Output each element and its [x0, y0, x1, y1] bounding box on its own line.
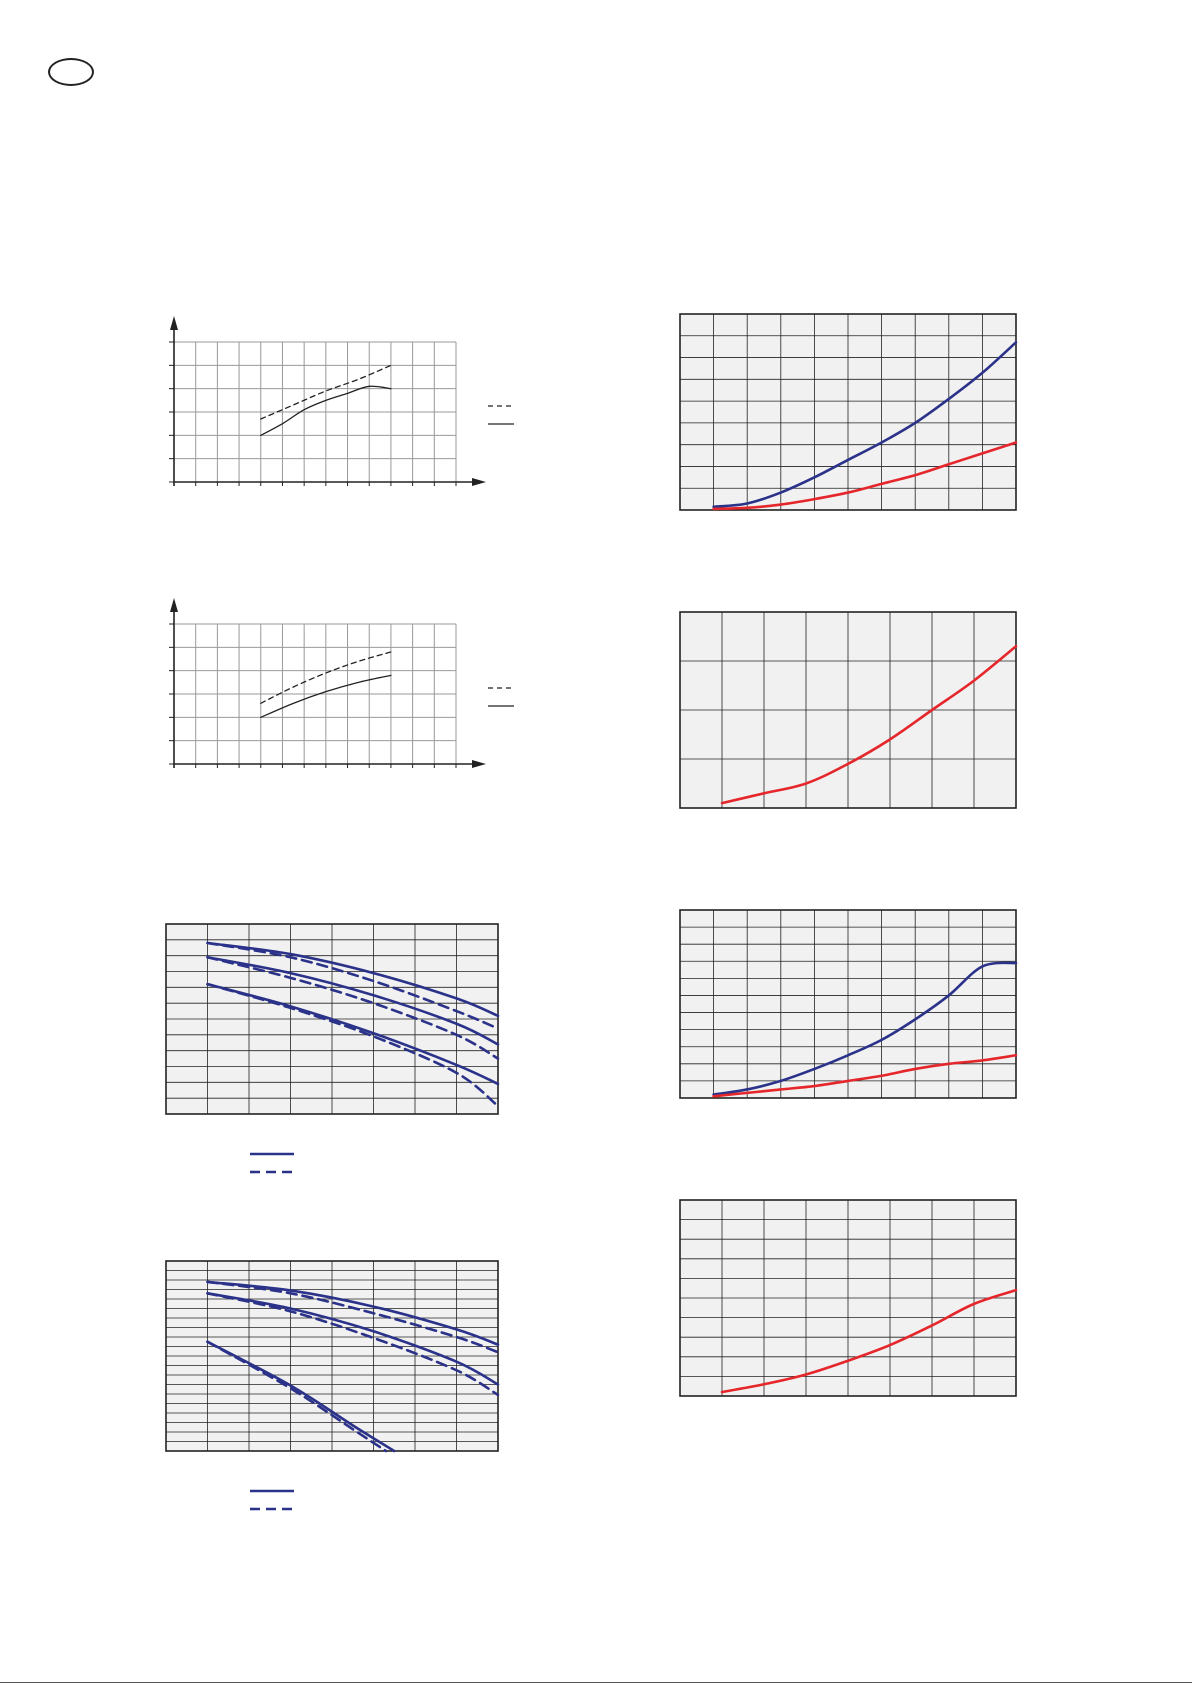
series-line-3 — [206, 1292, 500, 1386]
series-line-1 — [720, 645, 1018, 805]
series-line-4 — [206, 1292, 500, 1397]
page-marker-circle — [48, 58, 94, 86]
series-line-1 — [712, 961, 1018, 1096]
series-line-2 — [260, 385, 392, 436]
series-line-1 — [260, 364, 392, 420]
series-line-2 — [712, 441, 1018, 511]
plot-frame — [679, 611, 1017, 809]
series-line-1 — [206, 1280, 500, 1346]
plot-frame — [679, 313, 1017, 511]
chart-pump-curves-2 — [165, 1260, 500, 1511]
chart-power-1 — [169, 316, 514, 486]
plot-frame — [679, 1199, 1017, 1397]
series-line-6 — [206, 982, 500, 1108]
plot-frame — [165, 923, 499, 1115]
series-line-1 — [712, 341, 1018, 509]
series-line-3 — [206, 955, 500, 1046]
chart-power-2 — [169, 598, 514, 768]
series-line-1 — [720, 1288, 1018, 1394]
series-line-2 — [206, 1280, 500, 1354]
chart-loss-4 — [679, 1199, 1018, 1397]
series-line-2 — [712, 1053, 1018, 1098]
chart-pump-curves-1 — [165, 923, 500, 1174]
series-line-1 — [206, 941, 500, 1018]
series-line-4 — [206, 955, 500, 1060]
x-axis-arrow — [472, 478, 486, 486]
chart-loss-3 — [679, 909, 1018, 1099]
plot-frame — [165, 1260, 499, 1452]
y-axis-arrow — [170, 598, 178, 612]
x-axis-arrow — [472, 760, 486, 768]
chart-loss-1 — [679, 313, 1018, 511]
series-line-2 — [260, 674, 392, 718]
y-axis-arrow — [170, 316, 178, 330]
plot-frame — [679, 909, 1017, 1099]
series-line-2 — [206, 941, 500, 1030]
chart-loss-2 — [679, 611, 1018, 809]
series-line-6 — [206, 1340, 388, 1453]
footer-rule — [0, 1682, 1192, 1683]
series-line-1 — [260, 651, 392, 704]
